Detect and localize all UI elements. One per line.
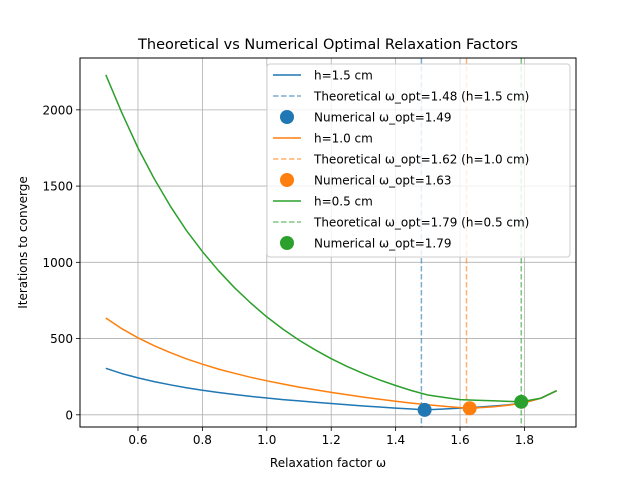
chart-title: Theoretical vs Numerical Optimal Relaxat… bbox=[137, 37, 518, 53]
x-tick-label: 0.6 bbox=[128, 433, 147, 447]
legend-label: h=1.5 cm bbox=[314, 69, 373, 83]
plot-frame bbox=[79, 57, 577, 428]
legend-marker-swatch bbox=[280, 173, 294, 187]
numerical-optimum-marker bbox=[462, 401, 477, 416]
x-tick-label: 0.8 bbox=[193, 433, 212, 447]
y-tick-label: 2000 bbox=[42, 103, 73, 117]
y-tick-label: 0 bbox=[65, 408, 73, 422]
y-axis-label: Iterations to converge bbox=[16, 176, 30, 309]
x-tick-label: 1.0 bbox=[257, 433, 276, 447]
series-lines bbox=[105, 74, 558, 411]
legend-label: Numerical ω_opt=1.49 bbox=[314, 111, 452, 125]
x-tick-label: 1.2 bbox=[322, 433, 341, 447]
legend-label: h=1.0 cm bbox=[314, 132, 373, 146]
y-axis-ticks: 0 500 1000 1500 2000 bbox=[42, 103, 80, 422]
numerical-markers bbox=[417, 394, 529, 417]
y-tick-label: 500 bbox=[50, 332, 73, 346]
legend-label: h=0.5 cm bbox=[314, 195, 373, 209]
y-tick-label: 1500 bbox=[42, 180, 73, 194]
legend-label: Numerical ω_opt=1.63 bbox=[314, 174, 452, 188]
legend-label: Theoretical ω_opt=1.48 (h=1.5 cm) bbox=[313, 90, 529, 104]
legend-marker-swatch bbox=[280, 110, 294, 124]
legend-label: Theoretical ω_opt=1.79 (h=0.5 cm) bbox=[313, 216, 529, 230]
legend-label: Numerical ω_opt=1.79 bbox=[314, 237, 452, 251]
numerical-optimum-marker bbox=[514, 394, 529, 409]
x-tick-label: 1.6 bbox=[451, 433, 470, 447]
x-axis-ticks: 0.6 0.8 1.0 1.2 1.4 1.6 1.8 bbox=[128, 427, 534, 447]
legend: h=1.5 cm Theoretical ω_opt=1.48 (h=1.5 cm… bbox=[266, 63, 571, 258]
numerical-optimum-marker bbox=[417, 402, 432, 417]
x-tick-label: 1.4 bbox=[386, 433, 405, 447]
x-axis-label: Relaxation factor ω bbox=[270, 456, 386, 470]
y-tick-label: 1000 bbox=[42, 256, 73, 270]
legend-marker-swatch bbox=[280, 236, 294, 250]
x-tick-label: 1.8 bbox=[515, 433, 534, 447]
legend-box bbox=[266, 63, 571, 258]
series-line bbox=[105, 317, 558, 409]
series-line bbox=[105, 74, 558, 403]
legend-label: Theoretical ω_opt=1.62 (h=1.0 cm) bbox=[313, 153, 529, 167]
